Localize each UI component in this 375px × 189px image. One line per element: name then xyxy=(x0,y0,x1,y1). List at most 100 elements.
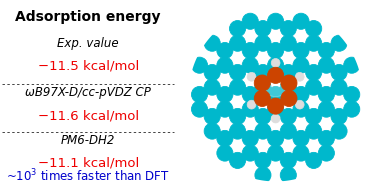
Line: 2 pts: 2 pts xyxy=(262,75,276,83)
Point xyxy=(260,82,264,84)
Point xyxy=(260,97,264,100)
Point xyxy=(273,105,278,107)
Circle shape xyxy=(255,167,271,183)
Circle shape xyxy=(280,64,296,81)
Circle shape xyxy=(217,86,233,103)
Circle shape xyxy=(306,64,322,81)
Circle shape xyxy=(281,75,297,91)
Line: 2 pts: 2 pts xyxy=(252,98,262,105)
Point xyxy=(273,105,278,107)
Text: PM6-DH2: PM6-DH2 xyxy=(61,134,116,147)
Circle shape xyxy=(230,108,246,125)
Circle shape xyxy=(331,64,347,81)
Point xyxy=(273,62,278,64)
Circle shape xyxy=(268,98,284,114)
Circle shape xyxy=(217,57,233,73)
Circle shape xyxy=(296,72,304,81)
Circle shape xyxy=(255,123,271,139)
Circle shape xyxy=(293,13,309,29)
Circle shape xyxy=(242,101,258,117)
Point xyxy=(260,97,264,100)
Circle shape xyxy=(280,35,296,51)
Circle shape xyxy=(255,79,271,95)
Circle shape xyxy=(318,130,334,146)
Circle shape xyxy=(344,57,360,73)
Circle shape xyxy=(230,79,246,95)
Circle shape xyxy=(268,43,284,59)
Point xyxy=(273,74,278,77)
Circle shape xyxy=(318,145,334,161)
Point xyxy=(273,117,278,120)
Circle shape xyxy=(268,145,284,161)
Point xyxy=(249,104,254,106)
PathPatch shape xyxy=(134,0,375,189)
Line: 2 pts: 2 pts xyxy=(262,98,276,106)
Circle shape xyxy=(280,21,296,37)
Point xyxy=(297,104,302,106)
Circle shape xyxy=(268,67,284,83)
Circle shape xyxy=(306,35,322,51)
Circle shape xyxy=(344,101,360,117)
Circle shape xyxy=(255,21,271,37)
Text: ωB97X-D/cc-pVDZ CP: ωB97X-D/cc-pVDZ CP xyxy=(25,86,151,99)
Circle shape xyxy=(293,86,309,103)
Circle shape xyxy=(281,90,297,106)
Circle shape xyxy=(242,43,258,59)
Circle shape xyxy=(217,145,233,161)
Circle shape xyxy=(192,86,208,103)
Circle shape xyxy=(217,101,233,117)
Point xyxy=(273,74,278,77)
Text: Exp. value: Exp. value xyxy=(57,37,119,50)
Circle shape xyxy=(293,145,309,161)
Point xyxy=(287,97,291,100)
Circle shape xyxy=(268,57,284,73)
Circle shape xyxy=(306,123,322,139)
Circle shape xyxy=(268,13,284,29)
Point xyxy=(287,82,291,84)
Circle shape xyxy=(247,72,256,81)
Circle shape xyxy=(230,152,246,168)
Line: 2 pts: 2 pts xyxy=(276,98,289,106)
Point xyxy=(260,82,264,84)
Circle shape xyxy=(217,130,233,146)
Circle shape xyxy=(268,101,284,117)
Point xyxy=(287,82,291,84)
Circle shape xyxy=(293,43,309,59)
Circle shape xyxy=(306,79,322,95)
Circle shape xyxy=(306,152,322,168)
Circle shape xyxy=(268,130,284,146)
Circle shape xyxy=(204,108,220,125)
Circle shape xyxy=(242,13,258,29)
Text: −11.5 kcal/mol: −11.5 kcal/mol xyxy=(38,60,139,73)
Line: 2 pts: 2 pts xyxy=(276,75,289,83)
Line: 2 pts: 2 pts xyxy=(252,77,262,83)
Circle shape xyxy=(255,152,271,168)
Circle shape xyxy=(242,130,258,146)
Circle shape xyxy=(230,64,246,81)
Text: −11.6 kcal/mol: −11.6 kcal/mol xyxy=(38,110,139,123)
Circle shape xyxy=(217,43,233,59)
Circle shape xyxy=(230,21,246,37)
Circle shape xyxy=(331,108,347,125)
Circle shape xyxy=(293,57,309,73)
Circle shape xyxy=(306,21,322,37)
Point xyxy=(249,76,254,78)
Circle shape xyxy=(255,35,271,51)
Circle shape xyxy=(331,79,347,95)
Line: 2 pts: 2 pts xyxy=(289,98,300,105)
Point xyxy=(273,74,278,77)
Circle shape xyxy=(271,114,280,123)
Point xyxy=(287,82,291,84)
Circle shape xyxy=(280,79,296,95)
Circle shape xyxy=(318,43,334,59)
Point xyxy=(273,105,278,107)
Text: ~10$^3$ times faster than DFT: ~10$^3$ times faster than DFT xyxy=(6,168,170,184)
Circle shape xyxy=(331,123,347,139)
Circle shape xyxy=(192,57,208,73)
Circle shape xyxy=(331,35,347,51)
Circle shape xyxy=(204,123,220,139)
Circle shape xyxy=(293,101,309,117)
Circle shape xyxy=(230,123,246,139)
Circle shape xyxy=(280,167,296,183)
Circle shape xyxy=(296,100,304,109)
